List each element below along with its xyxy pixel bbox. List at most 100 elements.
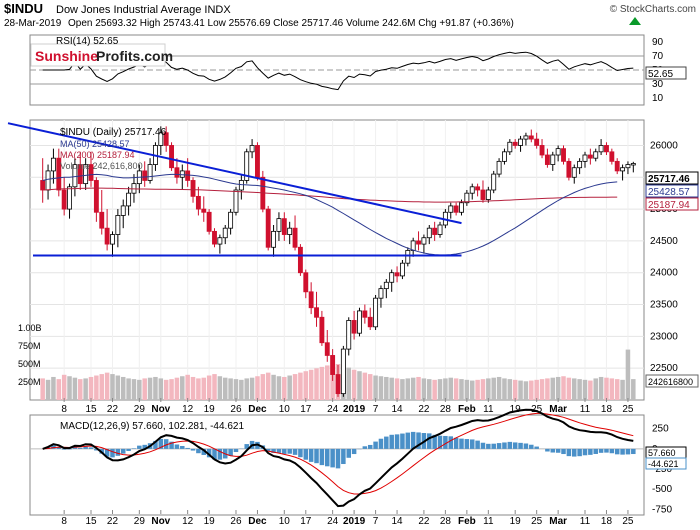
macd-hist-bar [620,448,625,455]
x-axis-label: 14 [392,516,404,527]
macd-hist-bar [206,448,212,458]
candle-body [582,154,588,162]
candle-body [625,164,631,169]
candle-body [389,272,395,283]
price-tick-label: 22500 [650,363,678,374]
candle-body [233,189,239,213]
macd-hist-bar [529,444,534,449]
candle-body [469,186,475,194]
volume-tick-label: 1.00B [18,323,42,333]
candle-body [544,154,550,165]
volume-bar [260,374,266,400]
volume-bar [464,379,470,400]
x-axis-label: 28 [440,516,452,527]
volume-bar [394,378,400,400]
candle-body [93,180,99,213]
candle-body [378,288,384,299]
volume-bar [142,378,147,400]
candle-body [534,138,540,146]
x-axis-label: 19 [204,404,216,415]
x-axis-label: Mar [549,404,567,415]
ma200-line [42,187,618,203]
candle-body [88,164,94,181]
macd-hist-bar [432,434,437,449]
volume-bar [212,374,217,400]
candle-body [437,224,443,235]
candle-body [50,157,56,172]
volume-bar [362,372,368,400]
candle-body [147,164,153,181]
x-axis-label: 19 [510,516,522,527]
volume-bar [110,374,115,400]
x-axis-label: 11 [580,404,591,415]
volume-bar [486,378,491,400]
macd-hist-bar [351,448,357,455]
macd-hist-bar [448,436,454,449]
volume-bar [561,376,566,400]
x-axis-label: 22 [418,516,430,527]
candle-body [394,272,400,277]
volume-bar [539,379,545,400]
macd-hist-bar [126,448,131,451]
logo-part2: Profits.com [96,48,173,64]
macd-layer [42,408,636,508]
volume-bar [72,377,78,400]
hist-tag: -44.621 [645,457,687,470]
candle-body [555,148,561,156]
macd-hist-bar [335,448,341,469]
macd-hist-bar [72,447,78,449]
volume-bar [631,379,636,400]
volume-bar [448,377,454,400]
macd-hist-bar [631,448,636,455]
volume-bar [496,376,502,400]
volume-bar [378,376,384,400]
volume-bar [131,379,137,400]
candle-body [571,167,577,178]
x-axis-label: 18 [601,516,613,527]
svg-text:52.65: 52.65 [648,69,673,80]
candle-body [174,167,180,178]
macd-hist-bar [604,448,609,453]
candle-body [432,227,438,235]
macd-hist-bar [314,448,319,464]
candle-body [383,281,389,290]
macd-hist-bar [566,448,572,457]
rsi-tick-label: 30 [652,79,664,90]
volume-bar [475,379,480,400]
x-axis-label: 17 [300,516,312,527]
macd-hist-bar [577,448,582,457]
macd-hist-bar [561,448,566,455]
macd-hist-bar [593,448,598,454]
macd-tick-label: 250 [652,424,669,435]
volume-bar [185,374,190,400]
candle-body [142,170,148,181]
macd-hist-bar [180,445,185,449]
price-tick-label: 24000 [650,268,678,279]
candle-body [110,234,115,245]
macd-hist-bar [308,448,314,462]
candle-body [217,237,223,245]
candle-body [491,173,497,191]
macd-hist-bar [384,436,389,449]
volume-bar [437,379,443,400]
volume-bar [137,379,142,400]
rsi-legend: RSI(14) 52.65 [56,36,119,47]
macd-hist-bar [367,444,373,449]
volume-bar [512,379,518,400]
macd-hist-bar [319,448,325,466]
x-axis-label: 2019 [343,404,366,415]
candle-body [104,227,110,245]
volume-bar [228,378,233,400]
macd-hist-bar [405,432,411,449]
candle-body [399,262,405,277]
macd-hist-bar [325,448,330,467]
macd-hist-bar [550,448,556,453]
x-axis-label: Dec [248,404,267,415]
ma200-tag: 25187.94 [645,197,699,211]
x-axis-label: Mar [549,516,567,527]
macd-hist-bar [131,448,137,449]
macd-hist-bar [185,447,190,449]
candle-body [587,154,593,159]
x-axis-label: Feb [458,404,476,415]
candle-body [507,141,513,153]
